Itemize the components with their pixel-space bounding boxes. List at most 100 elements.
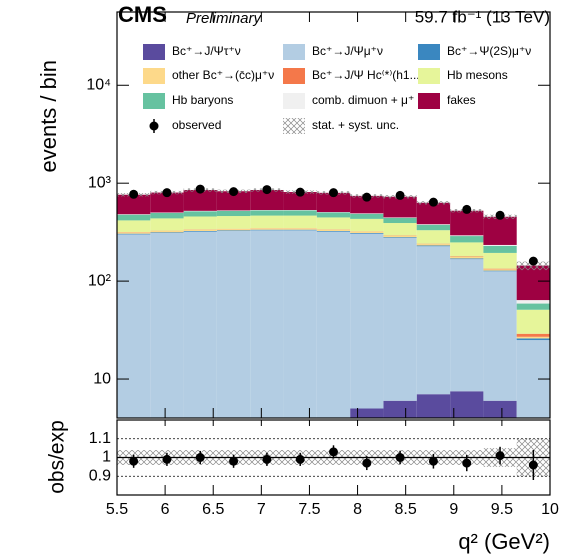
- stack-segment: [450, 259, 484, 392]
- x-tick-label: 8.5: [395, 501, 417, 518]
- stack-segment: [183, 211, 217, 217]
- y-tick-label: 1: [102, 449, 111, 466]
- stack-segment: [350, 408, 384, 418]
- stack-segment: [483, 245, 517, 253]
- ratio-panel: [117, 438, 550, 480]
- stack-segment: [516, 265, 550, 301]
- stack-segment: [183, 216, 217, 230]
- stack-segment: [183, 189, 217, 211]
- preliminary-label: Preliminary: [186, 10, 263, 27]
- stack-segment: [283, 230, 317, 418]
- stack-segment: [117, 232, 151, 234]
- stack-segment: [483, 268, 517, 270]
- legend-swatch: [418, 68, 440, 84]
- legend-label: Hb baryons: [172, 93, 233, 107]
- legend-swatch: [143, 93, 165, 109]
- stack-segment: [383, 235, 417, 238]
- stack-segment: [416, 224, 451, 225]
- stack-segment: [316, 192, 351, 213]
- legend-swatch: [283, 68, 305, 84]
- lumi-label: 59.7 fb⁻¹ (13 TeV): [415, 7, 550, 26]
- observed-point: [329, 188, 338, 198]
- y-tick-label: 10³: [88, 174, 112, 191]
- stack-segment: [250, 210, 284, 216]
- stack-segment: [316, 231, 351, 418]
- ratio-point: [195, 453, 205, 462]
- legend-swatch: [418, 44, 440, 60]
- observed-point: [462, 204, 472, 214]
- stack-segment: [350, 233, 384, 409]
- stack-segment: [216, 191, 251, 211]
- y-tick-label: 1.1: [89, 430, 111, 447]
- stack-segment: [250, 229, 284, 231]
- stack-segment: [383, 237, 417, 401]
- stack-segment: [183, 230, 217, 232]
- stack-segment: [483, 216, 517, 245]
- legend-marker: [149, 121, 159, 131]
- stack-segment: [516, 338, 550, 341]
- ratio-point: [262, 454, 272, 464]
- observed-point: [229, 187, 239, 197]
- stack-segment: [450, 391, 484, 418]
- legend-swatch: [143, 68, 165, 84]
- stack-segment: [250, 228, 284, 230]
- stack-segment: [416, 202, 451, 225]
- y-tick-label: 0.9: [89, 467, 111, 484]
- x-tick-label: 10: [541, 501, 559, 518]
- main-frame: [116, 11, 551, 419]
- observed-point: [495, 210, 505, 220]
- stack-segment: [216, 229, 251, 231]
- legend-label: Hb mesons: [447, 68, 508, 82]
- stack-segment: [450, 235, 484, 237]
- stack-segment: [117, 234, 151, 418]
- stack-segment: [316, 229, 351, 231]
- ratio-frame: [116, 419, 551, 496]
- stack-segment: [383, 223, 417, 236]
- stack-segment: [216, 230, 251, 418]
- stack-segment: [283, 192, 317, 211]
- stack-segment: [183, 229, 217, 231]
- plot-area: [117, 184, 550, 480]
- legend-swatch: [283, 118, 305, 134]
- stack-segment: [416, 230, 451, 244]
- observed-point: [362, 192, 372, 202]
- y-tick-label: 10⁴: [86, 76, 111, 93]
- x-tick-label: 6.5: [202, 501, 224, 518]
- stack-segment: [450, 256, 484, 259]
- stack-segment: [283, 215, 317, 229]
- stack-segment: [416, 244, 451, 246]
- stack-segment: [416, 224, 451, 231]
- ratio-point: [395, 453, 405, 462]
- observed-point: [428, 197, 438, 207]
- stack-segment: [250, 230, 284, 418]
- legend-swatch: [283, 93, 305, 109]
- legend-label: comb. dimuon + μ⁺: [312, 93, 414, 107]
- observed-point: [295, 187, 305, 197]
- uncertainty-band: [516, 261, 550, 271]
- stack-segment: [150, 212, 184, 219]
- ratio-point: [129, 456, 139, 466]
- stack-segment: [316, 230, 351, 232]
- ratio-point: [428, 456, 438, 466]
- legend-label: Bc⁺→J/Ψ Hc⁽*⁾(h1...): [312, 68, 424, 82]
- cms-label: CMS: [118, 2, 167, 27]
- legend-swatch: [418, 93, 440, 109]
- stack-segment: [450, 236, 484, 243]
- legend-label: Bc⁺→Ψ(2S)μ⁺ν: [447, 44, 531, 58]
- stack-segment: [117, 233, 151, 235]
- y-axis-label: events / bin: [36, 60, 61, 173]
- observed-point: [528, 256, 538, 266]
- stack-segment: [450, 242, 484, 257]
- ratio-point: [162, 454, 172, 464]
- observed-point: [395, 190, 405, 200]
- stack-segment: [316, 217, 351, 230]
- stack-segment: [117, 220, 151, 233]
- stack-segment: [216, 210, 251, 217]
- legend-label: other Bc⁺→(c̄c)μ⁺ν: [172, 68, 274, 82]
- stack-segment: [117, 194, 151, 215]
- legend-label: Bc⁺→J/Ψτ⁺ν: [172, 44, 241, 58]
- stack-segment: [350, 232, 384, 234]
- stack-segment: [483, 270, 517, 272]
- stack-segment: [483, 252, 517, 269]
- stack-segment: [350, 213, 384, 219]
